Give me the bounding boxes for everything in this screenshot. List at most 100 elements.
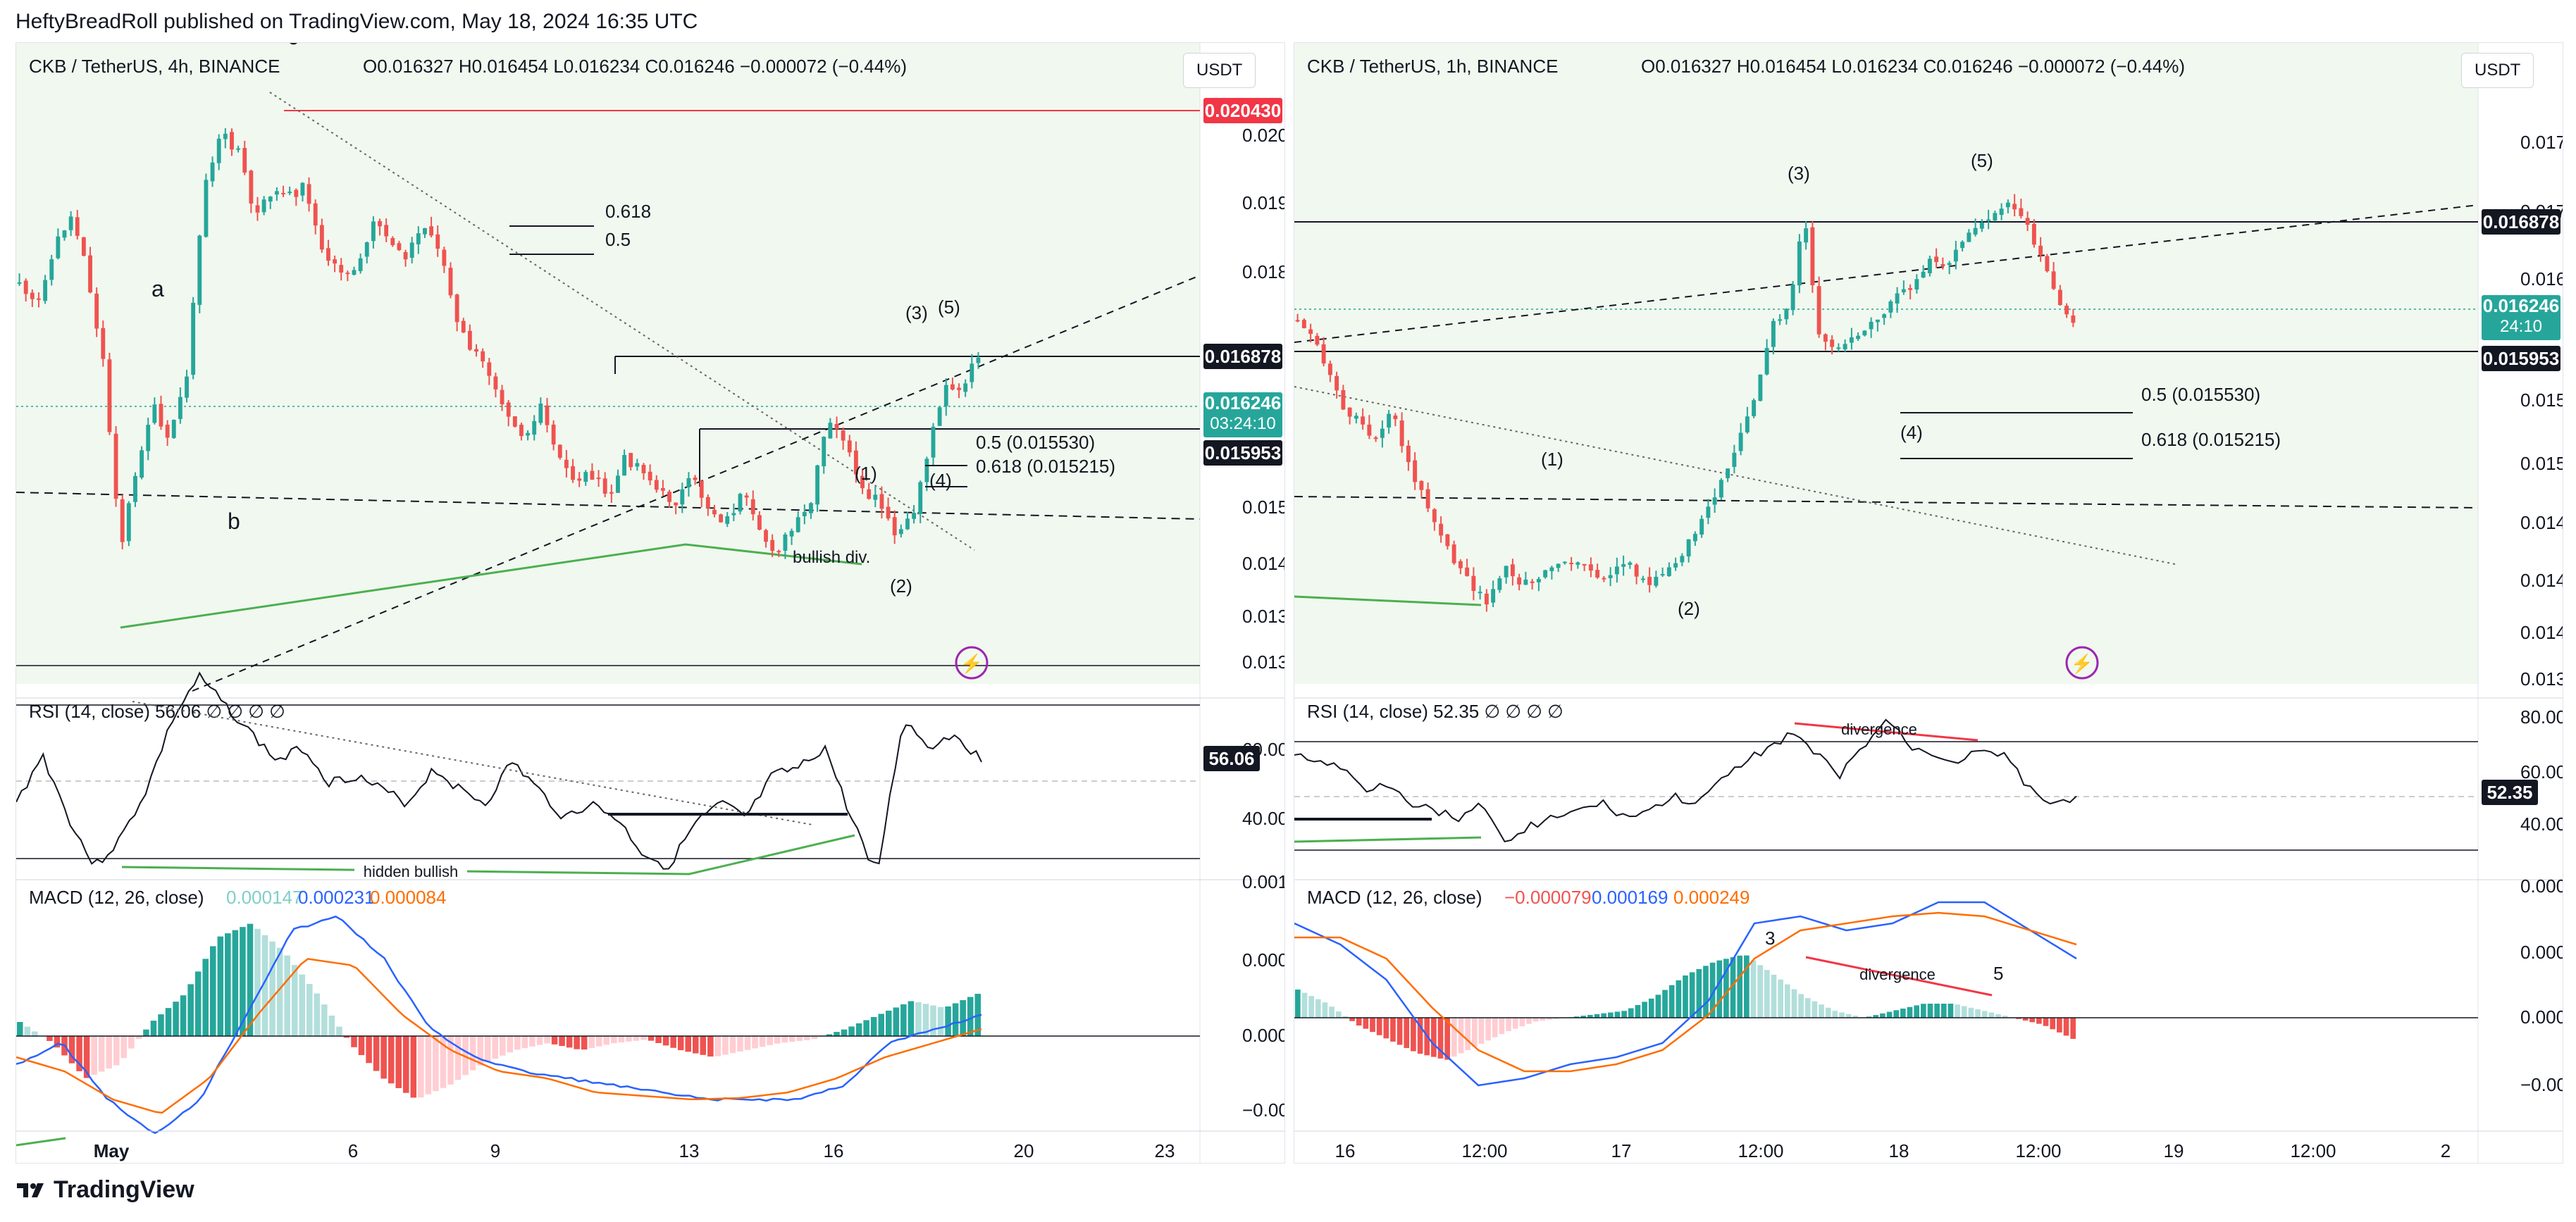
- macd-hist-value: 0.000147: [226, 887, 302, 908]
- chart-1h-canvas[interactable]: 0.0175000.0170000.0165000.0156000.015200…: [1294, 43, 2563, 1163]
- macd-hist-bar: [1683, 975, 1688, 1018]
- candle-candle: [1960, 242, 1965, 249]
- wave-3: (3): [905, 302, 928, 323]
- candle-candle: [140, 450, 144, 478]
- macd-label-5: 5: [1993, 963, 2003, 984]
- macd-hist-bar: [1444, 1018, 1450, 1060]
- wave-a: a: [151, 276, 164, 301]
- candle-candle: [1699, 518, 1704, 535]
- candle-candle: [828, 423, 833, 439]
- candle-candle: [197, 235, 202, 305]
- tradingview-footer[interactable]: TradingView: [16, 1176, 194, 1204]
- macd-hist-bar: [1981, 1011, 1988, 1018]
- macd-hist-bar: [1791, 989, 1797, 1018]
- candle-candle: [281, 192, 285, 194]
- macd-hist-bar: [1723, 959, 1729, 1018]
- macd-axis-label: 0.000400: [2520, 875, 2563, 897]
- macd-hist-bar: [1370, 1018, 1375, 1033]
- macd-hist-bar: [351, 1036, 357, 1047]
- macd-hist-bar: [945, 1006, 951, 1036]
- badge-top: 0.020430: [1205, 100, 1281, 121]
- candle-candle: [538, 403, 543, 423]
- candle-candle: [1875, 319, 1880, 323]
- candle-candle: [352, 270, 357, 275]
- macd-hist-bar: [47, 1036, 53, 1041]
- macd-hist-bar: [1417, 1018, 1423, 1054]
- rsi-line: [16, 671, 982, 870]
- macd-hist-bar: [388, 1036, 395, 1084]
- macd-hist-bar: [1295, 990, 1301, 1018]
- candle-candle: [43, 280, 48, 301]
- macd-hist-bar: [603, 1036, 610, 1045]
- currency-button-4h[interactable]: USDT: [1183, 53, 1256, 88]
- candle-candle: [1504, 566, 1509, 578]
- price-axis-label: 0.019000: [1242, 192, 1284, 213]
- macd-hist-bar: [611, 1036, 617, 1044]
- macd-hist-bar: [1988, 1012, 1995, 1018]
- candle-candle: [2038, 245, 2043, 256]
- currency-button-1h[interactable]: USDT: [2461, 53, 2534, 88]
- candle-candle: [481, 351, 485, 362]
- candle-candle: [101, 328, 106, 359]
- rsi-axis-60: 60.00: [2520, 761, 2563, 783]
- macd-hist-bar: [566, 1036, 573, 1048]
- chart-4h-canvas[interactable]: 0.020000 0.019000 0.018000 0.015000 0.014400…: [16, 43, 1284, 1163]
- candle-candle: [467, 330, 472, 350]
- time-axis-label: May: [94, 1140, 130, 1161]
- macd-hist-bar: [529, 1036, 535, 1047]
- macd-hist-bar: [685, 1036, 691, 1052]
- candle-candle: [1797, 241, 1802, 286]
- wave-5: (5): [1971, 150, 1993, 171]
- candle-candle: [75, 217, 80, 236]
- candle-candle: [628, 453, 633, 468]
- macd-hist-bar: [1587, 1014, 1593, 1018]
- macd-hist-bar: [700, 1036, 707, 1055]
- candle-candle: [596, 478, 601, 480]
- macd-hist-bar: [1832, 1011, 1838, 1018]
- candle-candle: [725, 516, 730, 524]
- price-axis-label: 0.016500: [2520, 268, 2563, 289]
- candle-candle: [1393, 415, 1398, 420]
- macd-hist-bar: [328, 1015, 335, 1036]
- macd-hist-bar: [1900, 1009, 1906, 1018]
- macd-hist-bar: [54, 1036, 61, 1048]
- candle-candle: [326, 248, 330, 261]
- price-axis-label: 0.015000: [1242, 497, 1284, 518]
- badge-last-bg: [1203, 392, 1282, 437]
- macd-hist-bar: [24, 1026, 31, 1036]
- candle-candle: [2025, 218, 2030, 225]
- macd-hist-bar: [395, 1036, 402, 1088]
- macd-hist-bar: [17, 1022, 23, 1036]
- macd-hist-bar: [433, 1036, 439, 1092]
- macd-hist-bar: [581, 1036, 588, 1050]
- candle-candle: [1621, 563, 1626, 567]
- badge-last: 0.016246: [1205, 392, 1281, 413]
- candle-candle: [1804, 228, 1809, 243]
- candle-candle: [1778, 319, 1783, 321]
- candle-candle: [1399, 420, 1404, 447]
- candle-candle: [1660, 574, 1665, 576]
- rsi-dotted-trend: [132, 701, 813, 825]
- candle-candle: [1849, 337, 1854, 343]
- macd-hist-bar: [1485, 1018, 1491, 1041]
- macd-hist-bar: [1886, 1011, 1893, 1018]
- candle-candle: [1308, 329, 1313, 335]
- macd-hist-bar: [2043, 1018, 2049, 1026]
- candle-candle: [564, 459, 569, 468]
- chart-1h[interactable]: 0.0175000.0170000.0165000.0156000.015200…: [1294, 42, 2563, 1164]
- candle-candle: [1830, 339, 1835, 347]
- chart-4h[interactable]: 0.020000 0.019000 0.018000 0.015000 0.014400…: [16, 42, 1285, 1164]
- candle-candle: [448, 268, 453, 296]
- macd-hist-bar: [1914, 1005, 1919, 1018]
- macd-hist-bar: [1322, 1002, 1328, 1018]
- time-axis-label: 18: [1889, 1140, 1909, 1161]
- candle-candle: [1738, 432, 1743, 451]
- macd-hist-bar: [834, 1032, 840, 1036]
- candle-candle: [1856, 335, 1861, 339]
- macd-hist-bar: [893, 1007, 900, 1036]
- macd-hist-bar: [1512, 1018, 1518, 1029]
- candle-candle: [454, 294, 459, 323]
- candle-candle: [1387, 413, 1392, 428]
- macd-hist-bar: [299, 974, 305, 1036]
- macd-axis-label: 0.000000: [2520, 1006, 2563, 1028]
